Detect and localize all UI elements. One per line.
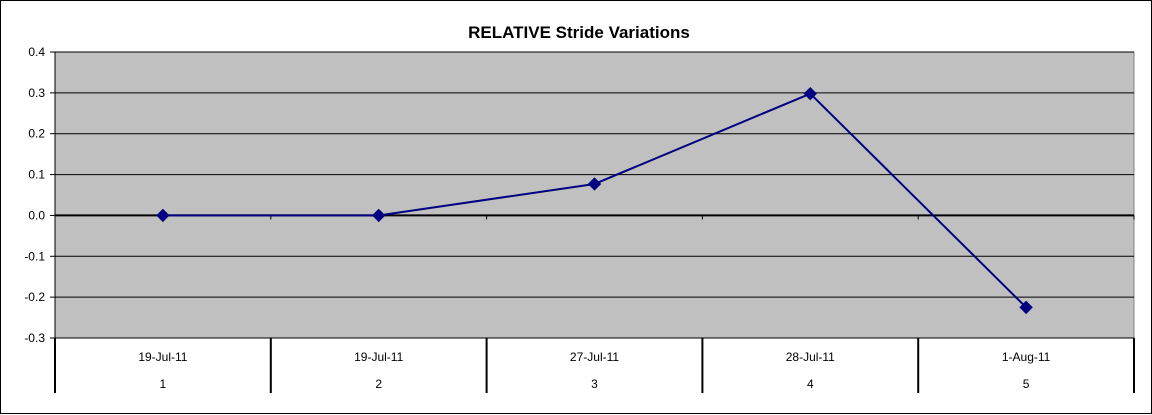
y-tick-label: -0.2 xyxy=(24,290,45,304)
x-tick-label-date: 28-Jul-11 xyxy=(786,350,835,364)
x-tick-label-date: 27-Jul-11 xyxy=(570,350,619,364)
y-tick-label: -0.3 xyxy=(24,331,45,345)
chart-title: RELATIVE Stride Variations xyxy=(468,23,690,42)
y-tick-label: 0.0 xyxy=(28,208,45,222)
data-point-marker xyxy=(1019,300,1033,315)
y-tick-label: 0.4 xyxy=(28,45,45,59)
plot-area: 0.4 0.3 0.2 0.1 0.0 -0.1 -0.2 -0.3 19-Jul-11 1 19-… xyxy=(24,45,1135,393)
data-point-marker xyxy=(803,86,818,101)
data-point-marker xyxy=(371,208,386,223)
x-tick-label-index: 3 xyxy=(591,377,598,391)
x-tick-label-index: 1 xyxy=(160,377,167,391)
y-tick-label: 0.2 xyxy=(28,127,45,141)
data-point-marker xyxy=(587,177,602,191)
x-tick-label-date: 1-Aug-11 xyxy=(1002,350,1051,364)
data-point-marker xyxy=(156,208,170,223)
x-tick-label-date: 19-Jul-11 xyxy=(354,350,403,364)
plot-background xyxy=(54,51,1135,339)
x-tick-label-index: 5 xyxy=(1023,377,1030,391)
x-tick-label-index: 2 xyxy=(375,377,382,391)
x-tick-label-index: 4 xyxy=(807,377,814,391)
y-tick-label: 0.3 xyxy=(28,86,45,100)
x-tick-label-date: 19-Jul-11 xyxy=(138,350,187,364)
y-tick-label: -0.1 xyxy=(24,249,45,263)
y-tick-label: 0.1 xyxy=(28,168,45,182)
